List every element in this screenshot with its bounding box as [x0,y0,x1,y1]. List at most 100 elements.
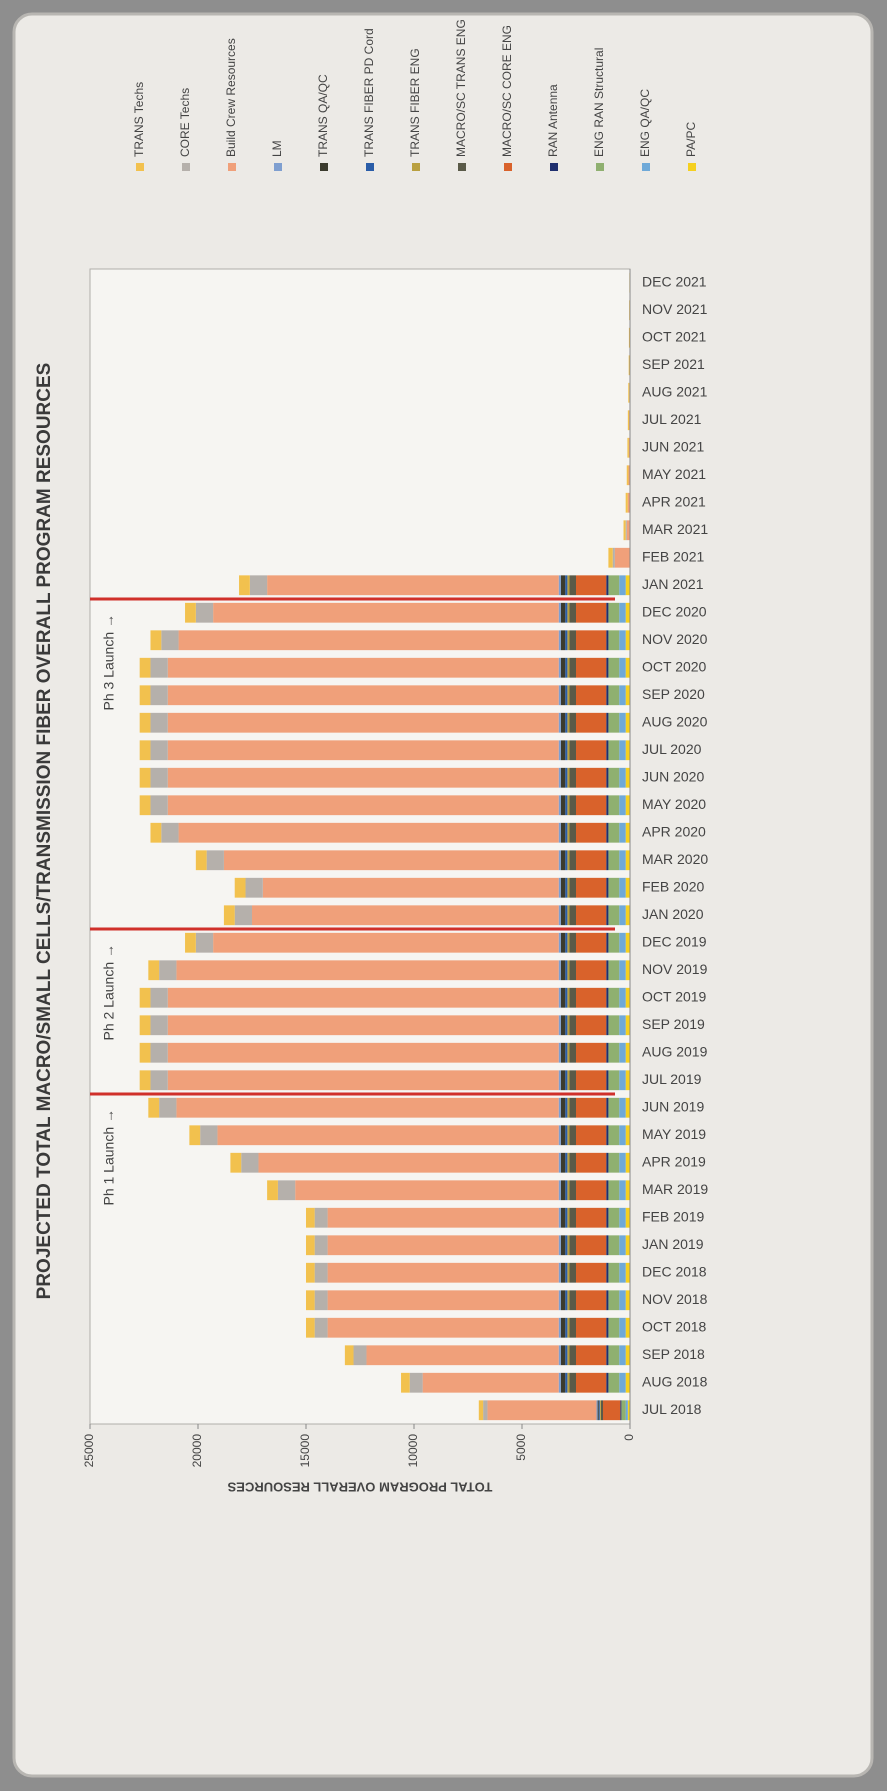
bar-segment [606,602,609,623]
bar-segment [206,850,224,871]
bar-segment [167,795,559,816]
bar-segment [576,932,607,953]
bar-segment [625,1317,630,1338]
bar-segment [150,1042,168,1063]
bar-segment [619,905,626,926]
bar-segment [567,1097,570,1118]
bar-segment [606,932,609,953]
bar-segment [148,960,160,981]
bar-segment [565,740,568,761]
bar-segment [567,657,570,678]
bar-segment [569,1345,577,1366]
bar-segment [619,932,626,953]
bar-segment [569,740,577,761]
bar-segment [560,960,566,981]
bar-segment [565,1180,568,1201]
bar-segment [167,987,559,1008]
bar-segment [560,1070,566,1091]
bar-segment [625,1070,630,1091]
bar-segment [608,905,620,926]
bar-segment [608,547,613,568]
bar-segment [606,905,609,926]
bar-segment [567,822,570,843]
bar-segment [569,1042,577,1063]
bar-segment [560,1042,566,1063]
bar-segment [567,712,570,733]
bar-segment [569,1070,577,1091]
bar-segment [558,1317,561,1338]
bar-segment [603,1400,621,1421]
chart-title: PROJECTED TOTAL MACRO/SMALL CELLS/TRANSM… [34,363,55,1300]
bar-segment [567,905,570,926]
bar-segment [625,795,630,816]
y-tick-label: 20000 [190,1434,204,1468]
x-tick-label: FEB 2020 [642,878,704,894]
bar-segment [606,795,609,816]
bar-segment [567,1262,570,1283]
bar-segment [560,850,566,871]
bar-segment [565,1152,568,1173]
bar-segment [139,1070,151,1091]
bar-segment [558,712,561,733]
bar-segment [576,822,607,843]
bar-segment [567,685,570,706]
bar-segment [560,932,566,953]
bar-segment [223,850,559,871]
x-tick-label: MAR 2020 [642,851,708,867]
annotation: Ph 2 Launch → [101,944,117,1041]
bar-segment [150,795,168,816]
bar-segment [619,850,626,871]
bar-segment [569,987,577,1008]
bar-segment [150,1015,168,1036]
bar-segment [608,987,620,1008]
bar-segment [599,1400,601,1421]
bar-segment [306,1290,315,1311]
x-tick-label: AUG 2018 [642,1373,708,1389]
bar-segment [565,1290,568,1311]
legend-label: ENG QA/QC [638,89,652,157]
bar-segment [619,1317,626,1338]
bar-segment [576,712,607,733]
x-tick-label: JUL 2021 [642,411,702,427]
legend-label: CORE Techs [178,88,192,157]
bar-segment [606,1015,609,1036]
bar-segment [619,1345,626,1366]
bar-segment [139,767,151,788]
bar-segment [565,1235,568,1256]
x-tick-label: NOV 2018 [642,1291,708,1307]
bar-segment [306,1317,315,1338]
bar-segment [565,877,568,898]
legend-label: TRANS Techs [132,82,146,157]
bar-segment [608,1207,620,1228]
bar-segment [576,1290,607,1311]
bar-segment [567,1042,570,1063]
bar-segment [560,1207,566,1228]
bar-segment [625,1372,630,1393]
bar-segment [567,1317,570,1338]
bar-segment [619,1125,626,1146]
x-tick-label: JUN 2019 [642,1098,704,1114]
bar-segment [606,1125,609,1146]
bar-segment [565,602,568,623]
bar-segment [327,1235,559,1256]
bar-segment [558,1372,561,1393]
bar-segment [625,822,630,843]
bar-segment [560,630,566,651]
bar-segment [558,657,561,678]
bar-segment [619,1180,626,1201]
bar-segment [558,1070,561,1091]
bar-segment [619,767,626,788]
bar-segment [608,1372,620,1393]
bar-segment [569,822,577,843]
bar-segment [625,877,630,898]
bar-segment [619,1097,626,1118]
bar-segment [606,960,609,981]
bar-segment [139,685,151,706]
bar-segment [576,960,607,981]
bar-segment [314,1290,328,1311]
bar-segment [558,1207,561,1228]
bar-segment [314,1235,328,1256]
bar-segment [560,1235,566,1256]
bar-segment [619,1207,626,1228]
bar-segment [185,932,196,953]
